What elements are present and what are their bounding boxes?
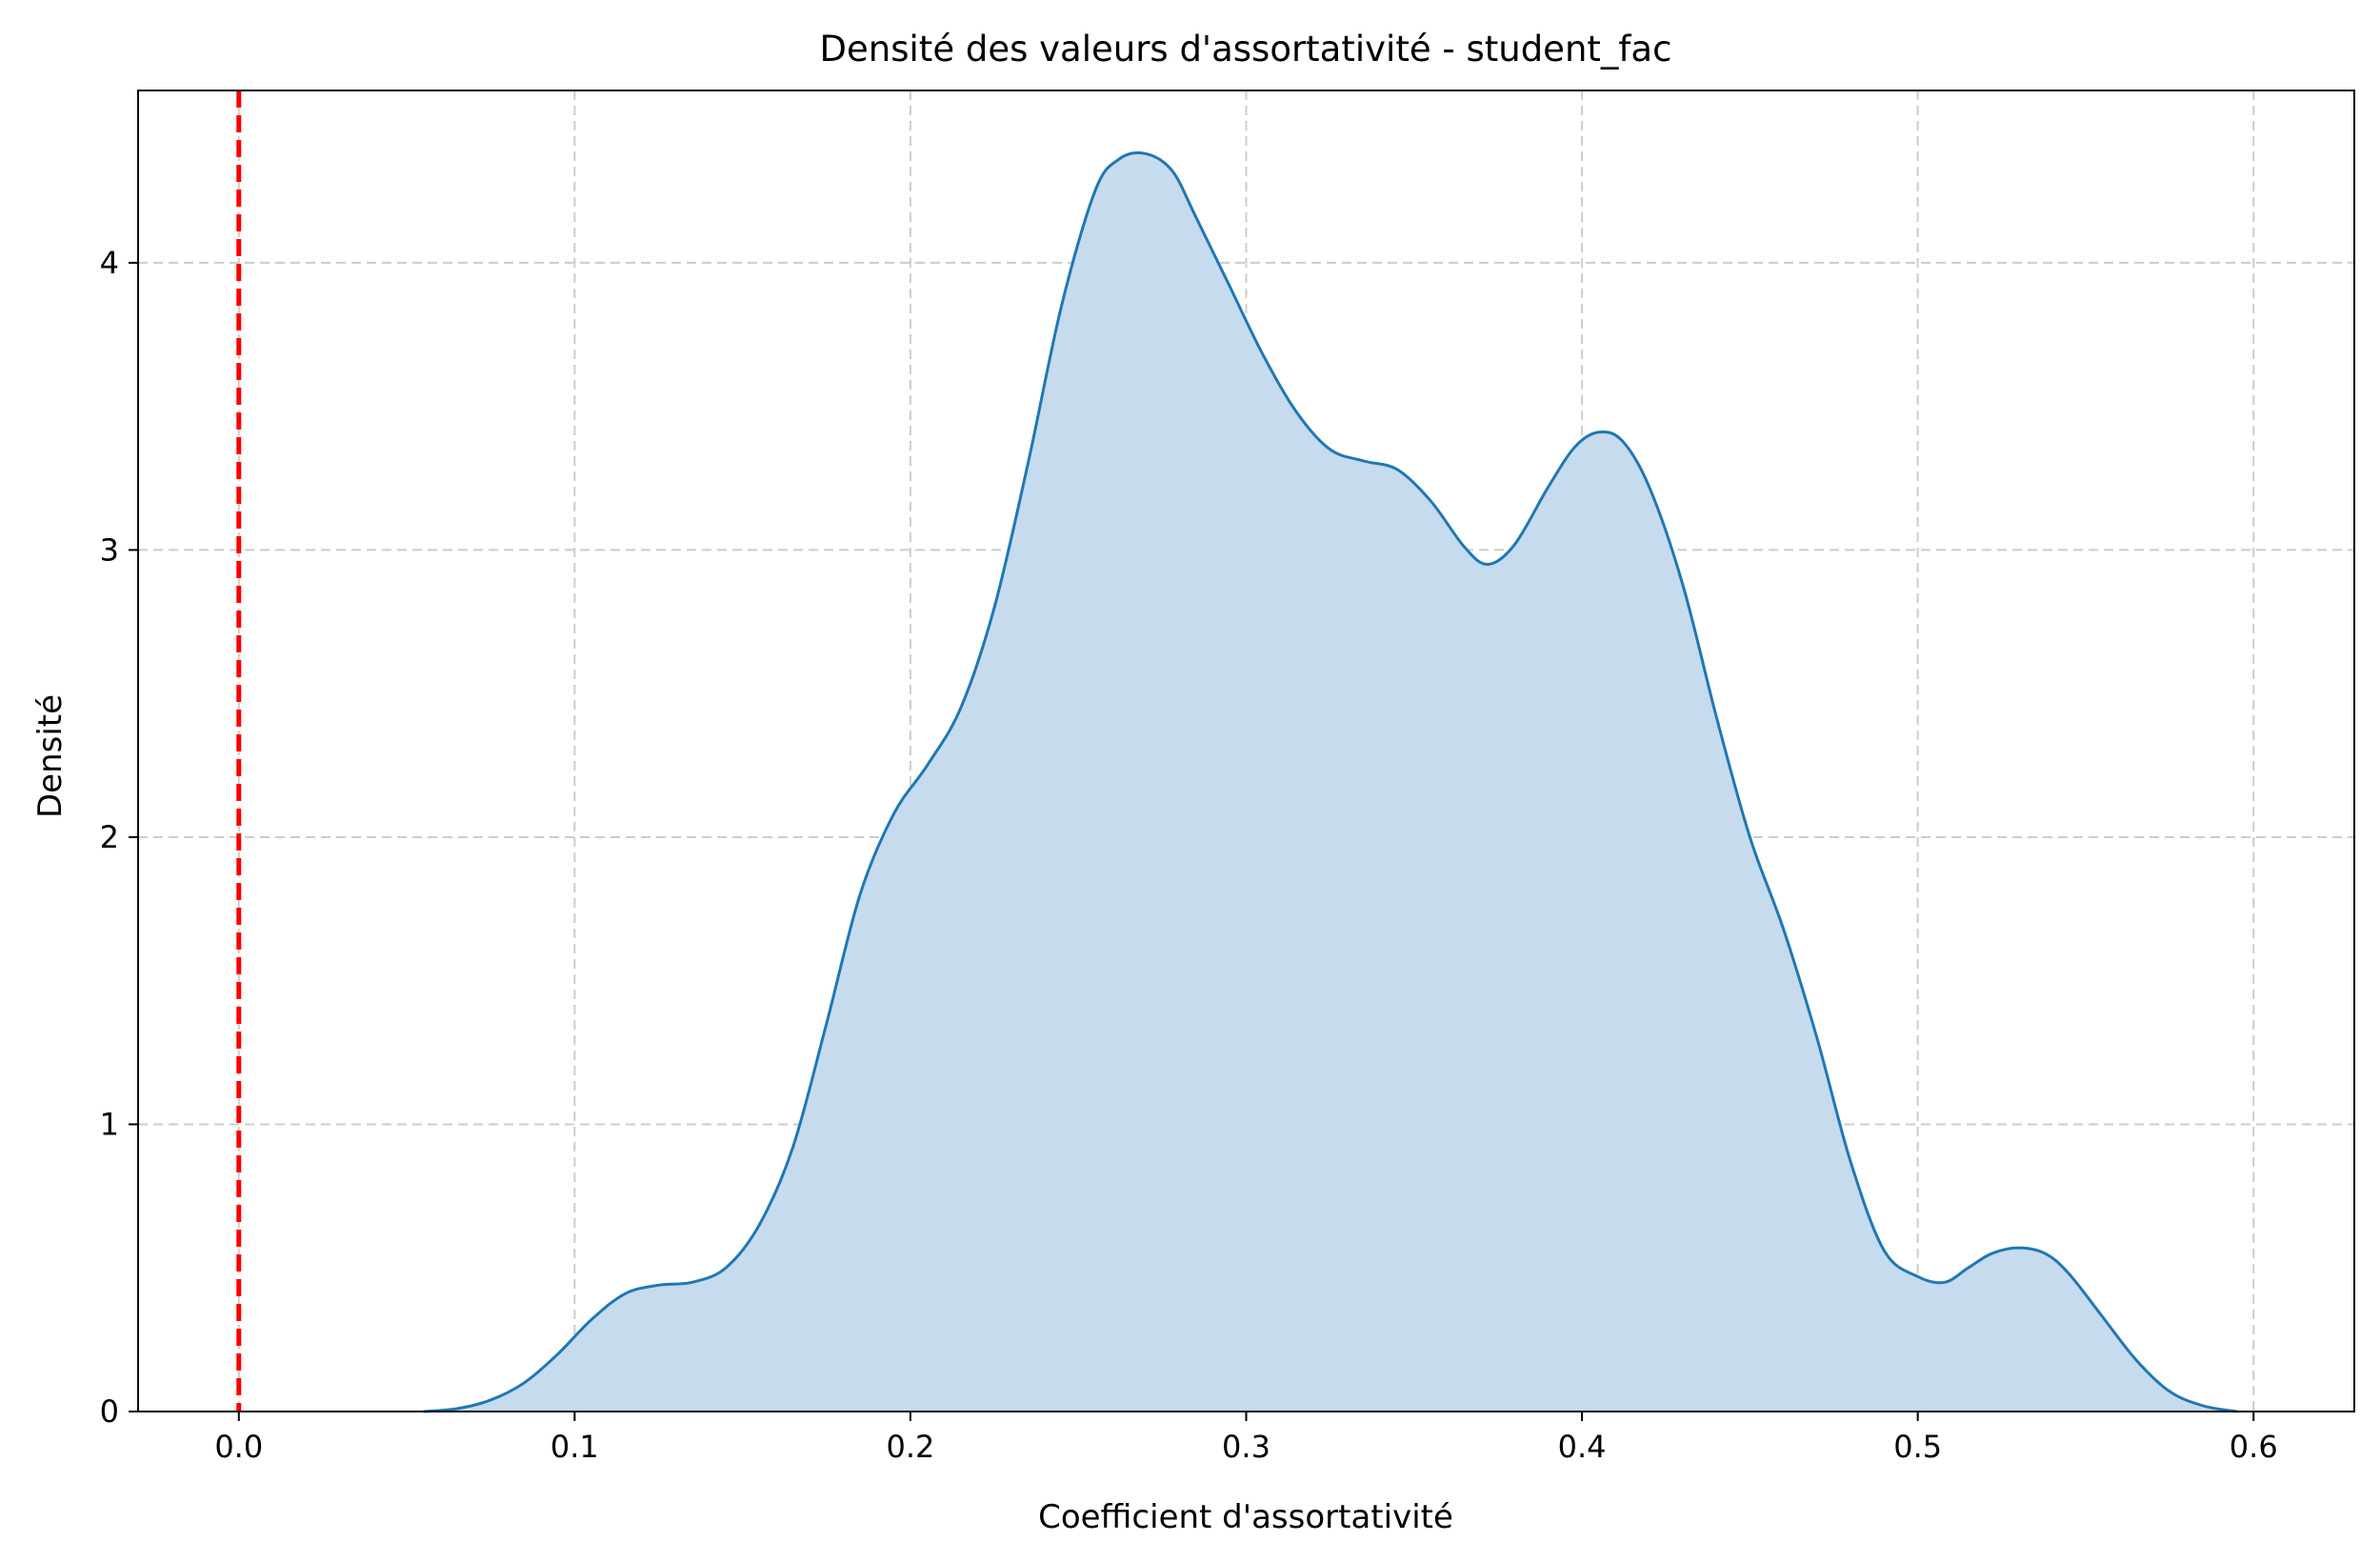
x-tick-label: 0.5 xyxy=(1893,1429,1942,1465)
x-tick-label: 0.6 xyxy=(2230,1429,2278,1465)
y-axis-label: Densité xyxy=(31,694,70,818)
density-curve xyxy=(423,150,2237,1413)
x-tick-label: 0.0 xyxy=(214,1429,263,1465)
x-tick-label: 0.2 xyxy=(886,1429,934,1465)
y-tick-label: 3 xyxy=(100,531,119,568)
chart-title: Densité des valeurs d'assortativité - st… xyxy=(820,29,1672,70)
y-tick-label: 1 xyxy=(100,1106,119,1142)
y-tick-label: 2 xyxy=(100,819,119,855)
axis-ticks: 0.0 0.1 0.2 0.3 0.4 0.5 0.6 0 1 2 3 4 xyxy=(100,245,2278,1465)
y-tick-label: 4 xyxy=(100,245,119,281)
y-tick-label: 0 xyxy=(100,1393,119,1430)
density-area-fill xyxy=(423,152,2237,1412)
x-tick-label: 0.4 xyxy=(1558,1429,1607,1465)
x-axis-label: Coefficient d'assortativité xyxy=(1038,1498,1453,1536)
x-tick-label: 0.3 xyxy=(1222,1429,1270,1465)
x-tick-label: 0.1 xyxy=(550,1429,599,1465)
